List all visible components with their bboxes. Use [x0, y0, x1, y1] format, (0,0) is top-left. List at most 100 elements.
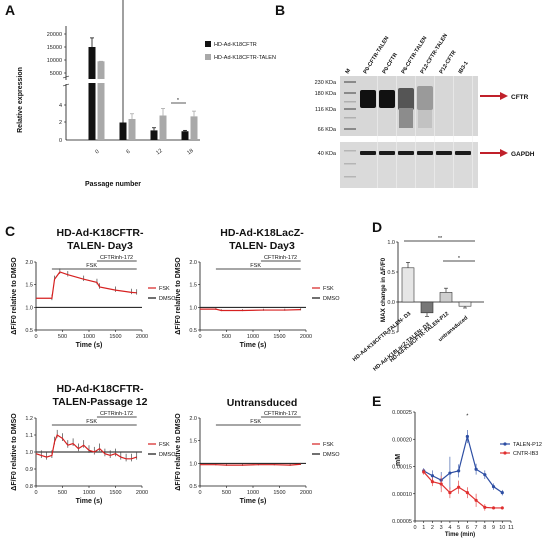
fsk-series-line	[35, 434, 137, 460]
x-axis-label: Time (s)	[76, 498, 103, 505]
gapdh-arrow-icon	[500, 149, 508, 157]
tick-label: 2	[59, 120, 62, 126]
legend-marker-talen-p12	[503, 442, 507, 446]
series-line	[423, 434, 503, 494]
tick-label: 6	[466, 525, 469, 531]
tick-label: 1500	[273, 490, 285, 496]
ladder-band	[344, 101, 356, 103]
bar	[439, 292, 453, 303]
data-point	[465, 491, 469, 495]
marker-label: 180 KDa	[315, 91, 337, 97]
legend-label: DMSO	[159, 296, 176, 302]
tick-label: 5	[457, 525, 460, 531]
legend-label: DMSO	[323, 296, 340, 302]
marker-label: 116 KDa	[315, 107, 337, 113]
tick-label: 1000	[247, 334, 259, 340]
tick-label: 0	[34, 490, 37, 496]
panel-letter-b: B	[275, 2, 285, 18]
tick-label: 15000	[47, 45, 62, 51]
cftr-arrow-icon	[500, 92, 508, 100]
panel-letter-a: A	[5, 2, 15, 18]
panel-c-title-2a: HD-Ad-K18LacZ-	[220, 227, 304, 239]
tick-label: 18	[186, 148, 194, 156]
data-point	[457, 469, 461, 473]
cftr-band	[398, 88, 414, 110]
y-axis-label: ΔF/F0 relative to DMSO	[175, 413, 182, 491]
tick-label: 1500	[109, 334, 121, 340]
panel-a-ylabel: Relative expression	[17, 67, 24, 133]
panel-a-yticks-upper: 20000 15000 10000 5000	[47, 32, 66, 77]
lane-label: P0-CFTR	[382, 52, 399, 75]
panel-c-title-3a: HD-Ad-K18CFTR-	[57, 383, 144, 395]
gapdh-band	[417, 151, 433, 155]
tick-label: 1000	[247, 490, 259, 496]
legend-label: FSK	[323, 286, 334, 292]
tick-label: 500	[58, 490, 67, 496]
tick-label: 0.5	[189, 328, 197, 334]
ladder-band	[344, 117, 356, 119]
legend-label: DMSO	[159, 452, 176, 458]
panel-c-title-2b: TALEN- Day3	[229, 240, 295, 252]
fsk-label: FSK	[250, 263, 261, 269]
axis-break	[87, 79, 105, 83]
tick-label: 2000	[300, 490, 312, 496]
panel-letter-c: C	[5, 223, 15, 239]
tick-label: 0.5	[189, 484, 197, 490]
data-point	[448, 491, 452, 495]
panel-c-title-1b: TALEN- Day3	[67, 240, 133, 252]
bar	[97, 61, 105, 140]
tick-label: 1.5	[189, 283, 197, 289]
panel-d-significance-2: *	[458, 256, 461, 262]
data-point	[422, 470, 426, 474]
tick-label: 1500	[273, 334, 285, 340]
fsk-label: FSK	[86, 263, 97, 269]
legend-label: DMSO	[323, 452, 340, 458]
tick-label: 1.0	[189, 305, 197, 311]
panel-c: HD-Ad-K18CFTR- TALEN- Day3 HD-Ad-K18LacZ…	[11, 227, 340, 505]
data-point	[474, 498, 478, 502]
fsk-label: FSK	[86, 419, 97, 425]
tick-label: 1	[422, 525, 425, 531]
legend-marker-cntr-ib3	[503, 451, 507, 455]
inhibitor-label: CFTRinh-172	[264, 255, 297, 261]
panel-a: Relative expression Passage number 20000…	[17, 0, 276, 188]
data-point	[457, 485, 461, 489]
gapdh-label: GAPDH	[511, 151, 535, 158]
tick-label: 0.8	[25, 484, 33, 490]
panel-d-significance-1: **	[438, 236, 443, 242]
fsk-series-line	[36, 271, 137, 299]
x-axis-label: Time (s)	[240, 342, 267, 349]
legend-label: FSK	[159, 286, 170, 292]
marker-label: 66 KDa	[318, 127, 337, 133]
bar	[420, 301, 434, 314]
tick-label: 1.1	[25, 433, 33, 439]
data-point	[430, 474, 435, 478]
tick-label: 0	[59, 138, 62, 144]
data-point	[430, 480, 435, 484]
tick-label: 10000	[47, 58, 62, 64]
bar	[128, 119, 136, 140]
tick-label: 7	[475, 525, 478, 531]
fsk-series-line	[200, 463, 301, 466]
bar	[150, 130, 158, 140]
panel-c-title-4: Untransduced	[227, 397, 298, 409]
data-point	[439, 482, 443, 486]
data-point	[491, 506, 496, 510]
ladder-band	[344, 163, 356, 165]
panel-a-bars: 0 6 12 18	[87, 0, 198, 156]
tick-label: 4	[59, 103, 62, 109]
panel-b-markers: 230 KDa 180 KDa 116 KDa 66 KDa 40 KDa	[315, 80, 337, 157]
tick-label: 1.5	[189, 439, 197, 445]
tick-label: 9	[492, 525, 495, 531]
x-axis-label: Time (s)	[240, 498, 267, 505]
tick-label: 0.5	[387, 270, 395, 276]
bar	[458, 301, 472, 307]
tick-label: 0.00015	[392, 465, 412, 471]
cftr-band	[360, 90, 376, 108]
gapdh-blot	[340, 142, 478, 188]
